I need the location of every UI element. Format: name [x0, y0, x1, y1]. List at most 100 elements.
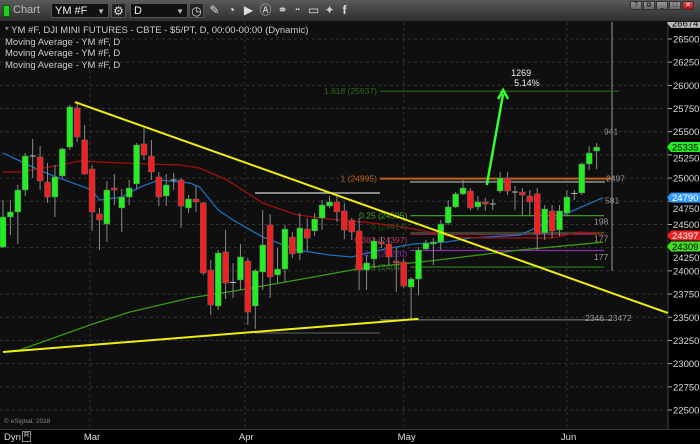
candle [289, 232, 296, 258]
candle-body [118, 196, 125, 209]
candle-body [148, 155, 155, 173]
candle-body [355, 230, 363, 271]
candle [0, 200, 7, 248]
arrow-head-icon [497, 87, 510, 100]
candle-body [393, 260, 400, 264]
candle [556, 205, 563, 236]
candle [66, 105, 74, 150]
price-chart[interactable]: 1.618 (25937) 1 (24995) 0.25 (24595)0 (244… [0, 22, 700, 429]
minimize-button[interactable]: _ [656, 1, 668, 10]
y-tick-label: 26250 [673, 58, 699, 69]
candle [133, 142, 140, 189]
candle [96, 207, 103, 250]
candle [511, 185, 518, 211]
candle-body [192, 198, 200, 203]
candle [51, 165, 59, 217]
moving-average-line-1 [2, 152, 604, 258]
candle-body [303, 228, 311, 239]
candle [400, 258, 407, 288]
comment-icon[interactable]: ▭ [307, 3, 320, 17]
candle-body [103, 189, 111, 225]
candle-body [370, 240, 378, 260]
candle-body [430, 241, 437, 245]
candle-body [0, 216, 7, 248]
candle [370, 238, 378, 268]
close-button[interactable]: ✕ [682, 1, 694, 10]
alert-icon[interactable]: Ⓐ [259, 3, 272, 17]
measure-label: 198 [594, 217, 608, 227]
candle-body [96, 213, 103, 221]
settings-icon[interactable]: ⚙ [111, 3, 126, 18]
measure-label: 581 [605, 195, 619, 205]
candle [378, 237, 385, 248]
candle [118, 188, 125, 233]
link-window-button[interactable]: ⧉ [643, 1, 655, 10]
candle [230, 262, 237, 298]
twitter-icon[interactable]: ✦ [324, 3, 335, 17]
candle-body [556, 210, 563, 231]
maximize-button[interactable]: □ [669, 1, 681, 10]
facebook-icon[interactable]: f [342, 3, 347, 17]
candle-body [59, 148, 66, 177]
trendline [74, 101, 669, 314]
date-axis: Dyn R Mar Apr May Jun [0, 429, 700, 444]
candle-body [81, 139, 88, 175]
candle [504, 171, 511, 195]
candle [44, 162, 51, 203]
x-tick-label: Apr [238, 432, 254, 443]
price-tag [667, 22, 700, 28]
price-tag [667, 241, 700, 252]
projection-arrow [485, 93, 505, 186]
candle-body [185, 198, 192, 209]
candle-body [162, 184, 170, 197]
candle [111, 174, 118, 206]
candle [407, 276, 415, 321]
y-tick-label: 26000 [673, 81, 699, 92]
candle-body [385, 243, 393, 258]
y-tick-label: 26500 [673, 34, 699, 45]
help-button[interactable]: ? [630, 1, 642, 10]
y-tick-label: 22500 [673, 406, 699, 417]
candle-body [177, 179, 185, 207]
chart-legend: * YM #F, DJI MINI FUTURES - CBTE - $5/PT… [5, 25, 308, 71]
y-tick-label: 25250 [673, 154, 699, 165]
candle [170, 173, 177, 190]
play-icon[interactable]: ▶ [243, 3, 254, 17]
candle [200, 201, 207, 275]
candle [533, 188, 541, 250]
price-tag [667, 230, 700, 241]
candle [363, 255, 370, 290]
fib-level-label: 0 (24414) [371, 221, 408, 231]
pencil-icon[interactable]: ✎ [209, 3, 220, 17]
candle [237, 243, 244, 290]
candle-body [237, 256, 244, 281]
price-tag-label: 26674 [672, 22, 698, 29]
study-icon[interactable]: ◔ [227, 3, 236, 17]
symbol-dropdown[interactable]: YM #F ▼ [51, 3, 109, 18]
candle-body [266, 224, 274, 278]
copyright-label: © eSignal, 2018 [4, 417, 51, 425]
clock-icon[interactable]: ◷ [189, 3, 204, 18]
candle-body [244, 260, 252, 313]
candle [482, 197, 489, 211]
interval-dropdown[interactable]: D ▼ [130, 3, 188, 18]
link-icon[interactable]: ⚭ [277, 3, 288, 17]
candle [393, 247, 400, 293]
candle [7, 200, 14, 235]
data-icon[interactable]: ▪▪ [295, 7, 300, 13]
candle-body [585, 152, 593, 165]
candle-body [51, 176, 59, 198]
legend-ma-3: Moving Average - YM #F, D [5, 59, 121, 71]
candle-body [296, 227, 304, 254]
candle-body [415, 249, 422, 280]
fib-level-label: 1 (24995) [341, 174, 378, 184]
candle-body [378, 241, 385, 245]
y-tick-label: 24000 [673, 266, 699, 277]
reset-icon[interactable]: R [22, 431, 31, 442]
candle [459, 179, 467, 195]
plot-area [0, 22, 668, 429]
candle-body [504, 177, 511, 192]
candle-body [474, 201, 482, 208]
candle [36, 146, 44, 190]
price-tag-label: 24790 [672, 193, 698, 204]
